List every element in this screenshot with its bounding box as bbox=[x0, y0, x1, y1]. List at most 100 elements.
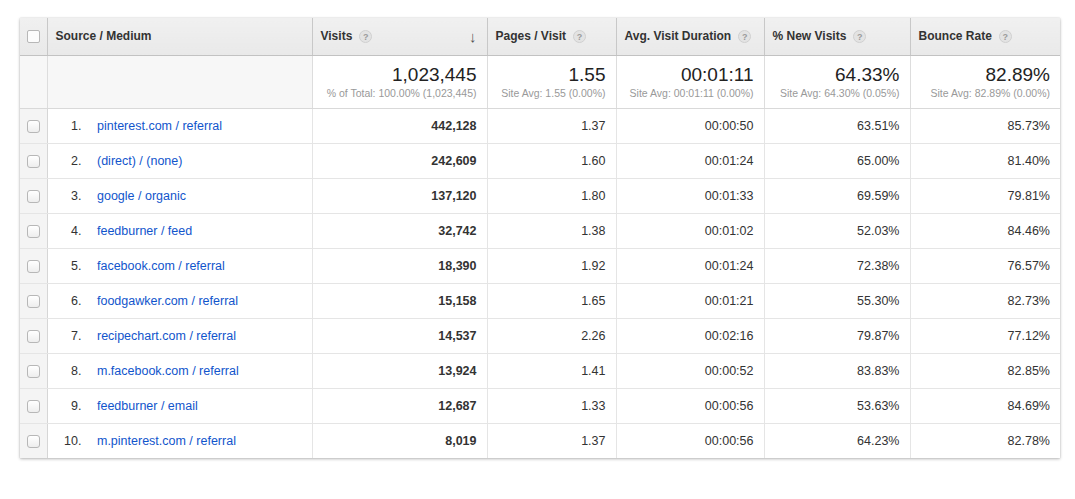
table-header: Source / Medium Visits ? ↓ Pages bbox=[20, 18, 1060, 55]
source-medium-link[interactable]: recipechart.com / referral bbox=[97, 329, 236, 343]
pages-per-visit-value: 1.33 bbox=[487, 388, 616, 423]
help-icon[interactable]: ? bbox=[853, 30, 866, 43]
source-medium-link[interactable]: foodgawker.com / referral bbox=[97, 294, 238, 308]
select-all-header-cell bbox=[20, 18, 47, 55]
table-row: 7. recipechart.com / referral 14,537 2.2… bbox=[20, 318, 1060, 353]
pages-per-visit-value: 1.37 bbox=[487, 108, 616, 143]
header-row: Source / Medium Visits ? ↓ Pages bbox=[20, 18, 1060, 55]
column-header-bounce-rate[interactable]: Bounce Rate ? bbox=[910, 18, 1060, 55]
row-checkbox-cell bbox=[20, 108, 47, 143]
avg-visit-duration-value: 00:01:24 bbox=[616, 248, 764, 283]
row-checkbox-cell bbox=[20, 353, 47, 388]
source-medium-cell: 1. pinterest.com / referral bbox=[47, 108, 312, 143]
bounce-rate-value: 84.69% bbox=[910, 388, 1060, 423]
row-rank: 5. bbox=[58, 259, 82, 273]
row-rank: 10. bbox=[58, 434, 82, 448]
source-medium-link[interactable]: facebook.com / referral bbox=[97, 259, 225, 273]
column-header-pct-new-visits[interactable]: % New Visits ? bbox=[764, 18, 910, 55]
row-checkbox[interactable] bbox=[27, 190, 40, 203]
avg-visit-duration-value: 00:01:24 bbox=[616, 143, 764, 178]
sort-descending-icon: ↓ bbox=[469, 28, 479, 45]
summary-pct-new-visits-value: 64.33% bbox=[775, 64, 900, 86]
column-label-pages-per-visit: Pages / Visit bbox=[496, 29, 566, 43]
summary-source-medium-cell bbox=[47, 55, 312, 108]
row-rank: 3. bbox=[58, 189, 82, 203]
table-row: 8. m.facebook.com / referral 13,924 1.41… bbox=[20, 353, 1060, 388]
row-checkbox-cell bbox=[20, 248, 47, 283]
column-header-visits[interactable]: Visits ? ↓ bbox=[312, 18, 487, 55]
source-medium-link[interactable]: m.facebook.com / referral bbox=[97, 364, 239, 378]
column-header-avg-visit-duration[interactable]: Avg. Visit Duration ? bbox=[616, 18, 764, 55]
visits-value: 13,924 bbox=[312, 353, 487, 388]
bounce-rate-value: 82.85% bbox=[910, 353, 1060, 388]
column-header-pages-per-visit[interactable]: Pages / Visit ? bbox=[487, 18, 616, 55]
pct-new-visits-value: 52.03% bbox=[764, 213, 910, 248]
summary-pages-per-visit-subtext: Site Avg: 1.55 (0.00%) bbox=[498, 87, 606, 99]
source-medium-cell: 5. facebook.com / referral bbox=[47, 248, 312, 283]
help-icon[interactable]: ? bbox=[573, 30, 586, 43]
row-rank: 7. bbox=[58, 329, 82, 343]
summary-avg-visit-duration-subtext: Site Avg: 00:01:11 (0.00%) bbox=[627, 87, 754, 99]
row-rank: 8. bbox=[58, 364, 82, 378]
avg-visit-duration-value: 00:01:33 bbox=[616, 178, 764, 213]
row-checkbox[interactable] bbox=[27, 330, 40, 343]
avg-visit-duration-value: 00:00:52 bbox=[616, 353, 764, 388]
source-medium-link[interactable]: (direct) / (none) bbox=[97, 154, 182, 168]
table-row: 5. facebook.com / referral 18,390 1.92 0… bbox=[20, 248, 1060, 283]
pct-new-visits-value: 63.51% bbox=[764, 108, 910, 143]
row-checkbox[interactable] bbox=[27, 365, 40, 378]
source-medium-link[interactable]: feedburner / feed bbox=[97, 224, 192, 238]
summary-avg-visit-duration-value: 00:01:11 bbox=[627, 64, 754, 86]
avg-visit-duration-value: 00:02:16 bbox=[616, 318, 764, 353]
visits-value: 137,120 bbox=[312, 178, 487, 213]
row-checkbox-cell bbox=[20, 143, 47, 178]
summary-pages-per-visit-value: 1.55 bbox=[498, 64, 606, 86]
source-medium-link[interactable]: m.pinterest.com / referral bbox=[97, 434, 236, 448]
avg-visit-duration-value: 00:01:02 bbox=[616, 213, 764, 248]
row-checkbox-cell bbox=[20, 388, 47, 423]
summary-avg-visit-duration-cell: 00:01:11 Site Avg: 00:01:11 (0.00%) bbox=[616, 55, 764, 108]
analytics-table: Source / Medium Visits ? ↓ Pages bbox=[20, 18, 1060, 458]
summary-bounce-rate-cell: 82.89% Site Avg: 82.89% (0.00%) bbox=[910, 55, 1060, 108]
select-all-checkbox[interactable] bbox=[27, 30, 40, 43]
row-rank: 2. bbox=[58, 154, 82, 168]
summary-row: 1,023,445 % of Total: 100.00% (1,023,445… bbox=[20, 55, 1060, 108]
summary-bounce-rate-value: 82.89% bbox=[921, 64, 1051, 86]
pct-new-visits-value: 65.00% bbox=[764, 143, 910, 178]
column-header-source-medium[interactable]: Source / Medium bbox=[47, 18, 312, 55]
visits-value: 15,158 bbox=[312, 283, 487, 318]
avg-visit-duration-value: 00:01:21 bbox=[616, 283, 764, 318]
row-rank: 9. bbox=[58, 399, 82, 413]
summary-visits-subtext: % of Total: 100.00% (1,023,445) bbox=[323, 87, 477, 99]
pct-new-visits-value: 69.59% bbox=[764, 178, 910, 213]
row-checkbox[interactable] bbox=[27, 260, 40, 273]
row-checkbox[interactable] bbox=[27, 225, 40, 238]
source-medium-link[interactable]: google / organic bbox=[97, 189, 186, 203]
column-label-bounce-rate: Bounce Rate bbox=[919, 29, 992, 43]
row-checkbox[interactable] bbox=[27, 295, 40, 308]
table-body: 1. pinterest.com / referral 442,128 1.37… bbox=[20, 108, 1060, 458]
bounce-rate-value: 77.12% bbox=[910, 318, 1060, 353]
help-icon[interactable]: ? bbox=[999, 30, 1012, 43]
summary-bounce-rate-subtext: Site Avg: 82.89% (0.00%) bbox=[921, 87, 1051, 99]
bounce-rate-value: 82.78% bbox=[910, 423, 1060, 458]
pages-per-visit-value: 1.92 bbox=[487, 248, 616, 283]
source-medium-link[interactable]: pinterest.com / referral bbox=[97, 119, 222, 133]
row-checkbox-cell bbox=[20, 283, 47, 318]
pct-new-visits-value: 83.83% bbox=[764, 353, 910, 388]
help-icon[interactable]: ? bbox=[359, 30, 372, 43]
help-icon[interactable]: ? bbox=[738, 30, 751, 43]
row-checkbox[interactable] bbox=[27, 155, 40, 168]
row-checkbox[interactable] bbox=[27, 120, 40, 133]
pages-per-visit-value: 1.80 bbox=[487, 178, 616, 213]
row-checkbox[interactable] bbox=[27, 435, 40, 448]
source-medium-link[interactable]: feedburner / email bbox=[97, 399, 198, 413]
visits-value: 242,609 bbox=[312, 143, 487, 178]
column-label-avg-visit-duration: Avg. Visit Duration bbox=[625, 29, 732, 43]
row-rank: 1. bbox=[58, 119, 82, 133]
row-checkbox[interactable] bbox=[27, 400, 40, 413]
page-background: Source / Medium Visits ? ↓ Pages bbox=[0, 0, 1075, 499]
table-row: 4. feedburner / feed 32,742 1.38 00:01:0… bbox=[20, 213, 1060, 248]
avg-visit-duration-value: 00:00:56 bbox=[616, 423, 764, 458]
visits-value: 442,128 bbox=[312, 108, 487, 143]
